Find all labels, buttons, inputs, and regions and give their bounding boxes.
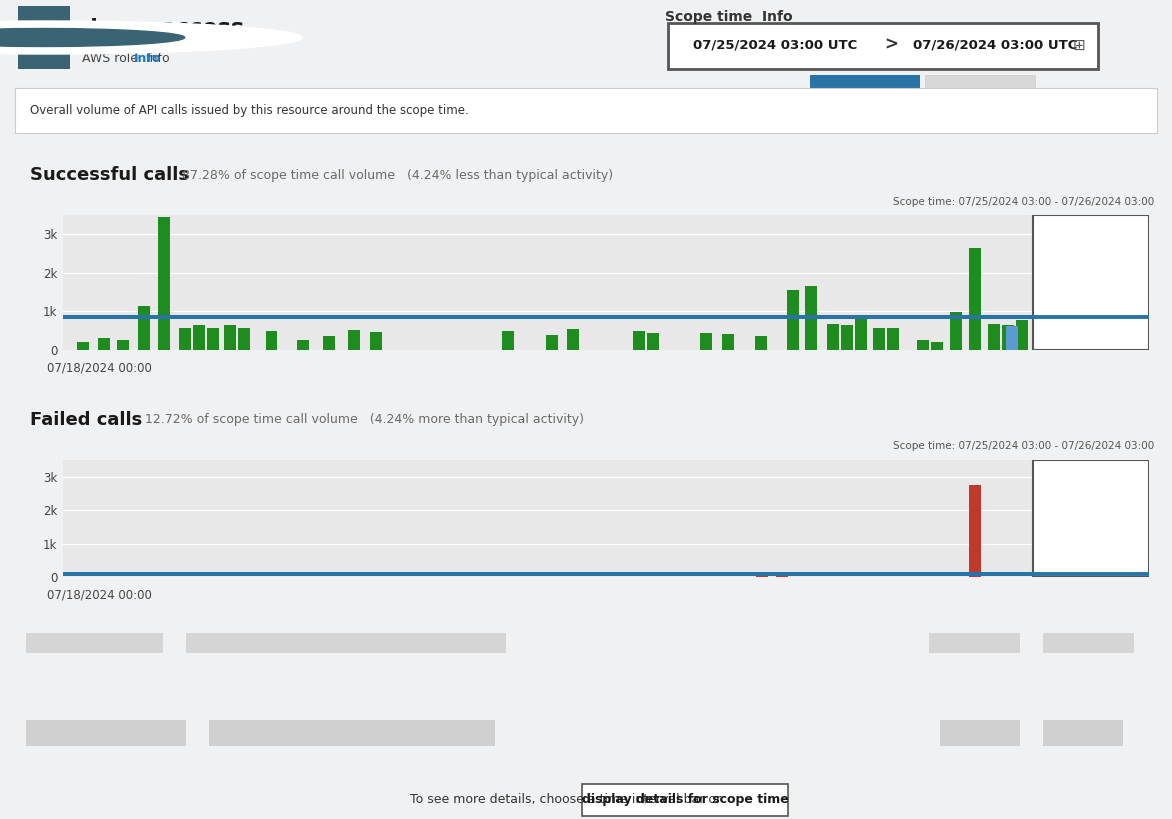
Bar <box>266 332 278 350</box>
Bar <box>178 328 191 350</box>
Bar <box>158 217 170 350</box>
Circle shape <box>0 21 302 54</box>
Bar <box>567 329 579 350</box>
Bar <box>827 324 839 350</box>
Bar <box>1043 720 1123 746</box>
Bar <box>323 336 335 350</box>
Bar <box>348 330 360 350</box>
Bar <box>755 336 768 350</box>
Bar <box>633 331 645 350</box>
Bar <box>1050 342 1062 350</box>
Bar <box>98 338 110 350</box>
FancyBboxPatch shape <box>582 784 788 816</box>
Bar <box>117 340 129 350</box>
Text: 87.28% of scope time call volume   (4.24% less than typical activity): 87.28% of scope time call volume (4.24% … <box>182 169 613 182</box>
Bar <box>1099 340 1111 350</box>
Text: demo-access: demo-access <box>82 19 244 38</box>
Bar <box>186 633 506 653</box>
Text: >: > <box>885 36 899 54</box>
Bar <box>756 573 769 577</box>
Bar <box>949 312 962 350</box>
Bar <box>925 75 1035 88</box>
Bar <box>370 333 382 350</box>
Text: Overall volume of API calls issued by this resource around the scope time.: Overall volume of API calls issued by th… <box>29 104 469 117</box>
Bar <box>1002 325 1014 350</box>
Bar <box>27 633 163 653</box>
Bar <box>207 328 219 350</box>
Bar <box>1007 326 1018 350</box>
Bar <box>1125 324 1137 350</box>
Bar <box>27 720 186 746</box>
Bar <box>224 324 237 350</box>
Bar <box>1132 346 1144 350</box>
Bar <box>856 315 867 350</box>
Bar <box>1090 324 1102 350</box>
Bar <box>776 572 788 577</box>
Bar <box>209 720 495 746</box>
Text: Scope time: 07/25/2024 03:00 - 07/26/2024 03:00: Scope time: 07/25/2024 03:00 - 07/26/202… <box>893 441 1154 451</box>
Text: AWS role  Info: AWS role Info <box>82 52 170 65</box>
Text: 07/18/2024 00:00: 07/18/2024 00:00 <box>47 361 152 374</box>
Bar <box>297 340 309 350</box>
Text: To see more details, choose a time interval bar or: To see more details, choose a time inter… <box>410 794 721 807</box>
Bar <box>1033 460 1149 577</box>
Text: 07/25/2024 03:00 UTC: 07/25/2024 03:00 UTC <box>694 38 858 52</box>
Bar <box>192 324 205 350</box>
Bar <box>873 328 885 350</box>
Bar <box>988 324 1000 350</box>
Bar <box>918 340 929 350</box>
Bar <box>722 334 734 350</box>
Bar <box>700 333 711 350</box>
Bar <box>841 324 853 350</box>
Bar <box>1108 339 1119 350</box>
Bar <box>786 290 799 350</box>
Bar <box>76 342 89 350</box>
Bar <box>887 328 899 350</box>
Bar <box>1117 324 1129 350</box>
Text: Scope time  Info: Scope time Info <box>665 10 792 24</box>
Text: Scope time: 07/25/2024 03:00 - 07/26/2024 03:00: Scope time: 07/25/2024 03:00 - 07/26/202… <box>893 197 1154 206</box>
Text: ⊞: ⊞ <box>1072 38 1085 52</box>
Text: 12.72% of scope time call volume   (4.24% more than typical activity): 12.72% of scope time call volume (4.24% … <box>145 414 584 427</box>
Bar <box>805 287 817 350</box>
Bar <box>1033 215 1149 350</box>
Bar <box>546 335 558 350</box>
Bar <box>932 342 943 350</box>
Bar <box>969 485 981 577</box>
Bar <box>810 75 920 88</box>
FancyBboxPatch shape <box>18 6 70 69</box>
Bar <box>928 633 1020 653</box>
Text: display details for scope time: display details for scope time <box>582 794 789 807</box>
FancyBboxPatch shape <box>668 22 1098 69</box>
Bar <box>1082 328 1095 350</box>
Bar <box>503 331 515 350</box>
Bar <box>1016 320 1028 350</box>
Text: Successful calls: Successful calls <box>29 166 189 184</box>
Text: Failed calls: Failed calls <box>29 411 142 429</box>
Text: 07/18/2024 00:00: 07/18/2024 00:00 <box>47 589 152 602</box>
Bar <box>1075 329 1086 350</box>
Bar <box>1043 633 1134 653</box>
Bar <box>138 305 150 350</box>
Circle shape <box>0 29 185 47</box>
Bar <box>1061 333 1072 350</box>
Text: Info: Info <box>134 52 162 65</box>
Bar <box>238 328 251 350</box>
Bar <box>647 333 659 350</box>
Bar <box>940 720 1020 746</box>
Bar <box>969 248 981 350</box>
Text: 07/26/2024 03:00 UTC: 07/26/2024 03:00 UTC <box>913 38 1077 52</box>
